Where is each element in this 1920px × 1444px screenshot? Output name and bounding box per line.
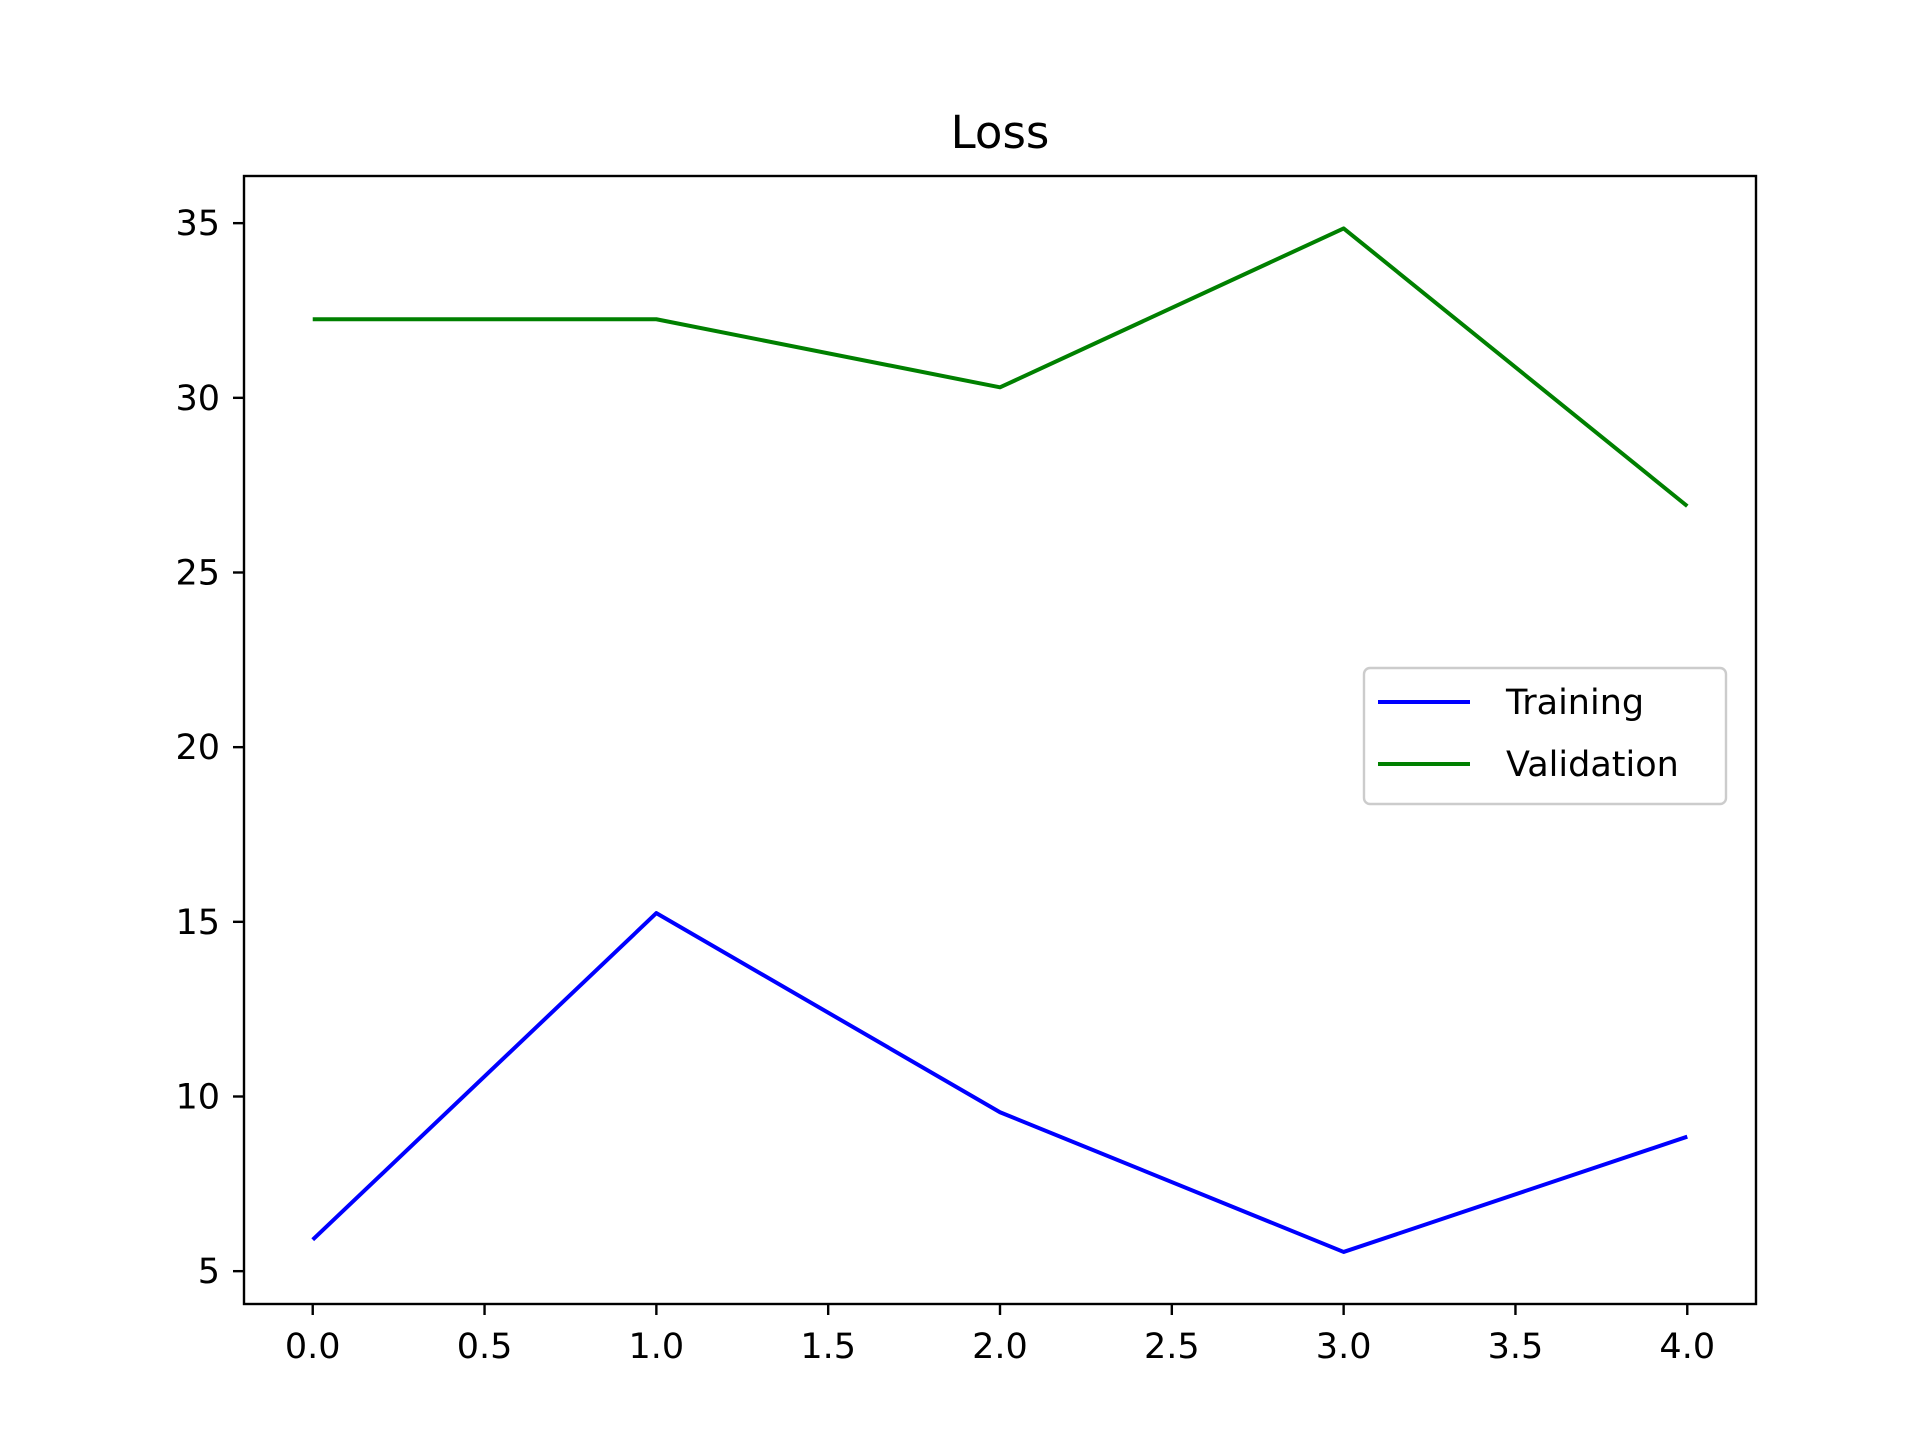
y-tick-label: 5 [198, 1252, 220, 1292]
legend-label-training: Training [1505, 683, 1644, 723]
x-tick-label: 3.0 [1316, 1327, 1372, 1367]
x-tick-label: 3.5 [1488, 1327, 1544, 1367]
legend: Training Validation [1362, 666, 1728, 806]
y-tick-label: 35 [175, 204, 220, 244]
x-tick-label: 2.5 [1144, 1327, 1200, 1367]
chart-title: Loss [951, 106, 1050, 159]
y-tick-label: 10 [175, 1077, 220, 1117]
legend-label-validation: Validation [1506, 745, 1679, 785]
series-line-training [311, 911, 1688, 1254]
x-tick-label: 1.0 [629, 1327, 685, 1367]
x-tick-label: 4.0 [1659, 1327, 1715, 1367]
y-tick-label: 25 [175, 553, 220, 593]
y-tick-label: 15 [175, 903, 220, 943]
plot-area: 0.0 0.5 1.0 1.5 2.0 2.5 3.0 3.5 4.0 5 10 15 20 25 30 35 [175, 174, 1758, 1367]
y-tick-label: 20 [175, 728, 220, 768]
x-tick-label: 0.5 [457, 1327, 513, 1367]
x-tick-label: 0.0 [285, 1327, 341, 1367]
series-line-validation [312, 226, 1689, 508]
x-tick-label: 1.5 [800, 1327, 856, 1367]
y-tick-label: 30 [175, 379, 220, 419]
x-tick-label: 2.0 [972, 1327, 1028, 1367]
